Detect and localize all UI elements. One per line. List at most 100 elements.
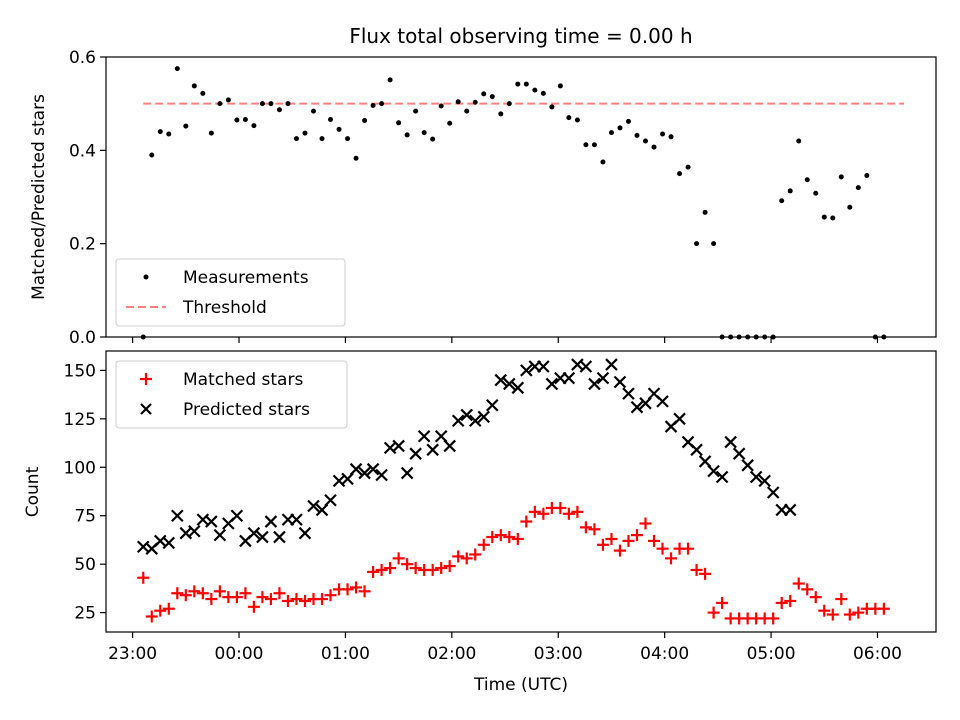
predicted-point xyxy=(537,360,550,373)
matched-point xyxy=(605,532,618,545)
measurement-point xyxy=(336,126,342,132)
predicted-point xyxy=(562,371,576,385)
predicted-point xyxy=(451,414,465,428)
measurement-point xyxy=(191,83,197,89)
legend-measurements-marker xyxy=(143,274,149,280)
predicted-point xyxy=(783,503,797,517)
bottom-x-tick-label: 03:00 xyxy=(534,644,583,664)
measurement-point xyxy=(353,155,359,161)
measurement-point xyxy=(149,152,155,158)
measurement-point xyxy=(208,130,214,136)
bottom-legend: Matched stars Predicted stars xyxy=(115,360,348,429)
matched-point xyxy=(281,594,294,607)
matched-point xyxy=(230,591,243,604)
measurement-point xyxy=(566,115,572,121)
predicted-point xyxy=(766,486,780,499)
measurement-point xyxy=(293,136,299,142)
matched-point xyxy=(818,604,831,617)
predicted-point xyxy=(511,381,525,395)
predicted-point xyxy=(724,435,737,449)
measurement-point xyxy=(311,108,316,114)
predicted-stars-series xyxy=(136,358,797,555)
predicted-point xyxy=(715,470,729,484)
measurement-point xyxy=(617,125,623,131)
measurement-point xyxy=(779,198,785,204)
measurement-point xyxy=(166,131,172,137)
matched-point xyxy=(494,529,507,542)
bottom-legend-box xyxy=(115,360,348,429)
measurement-point xyxy=(821,214,827,220)
matched-point xyxy=(316,593,329,606)
measurement-point xyxy=(225,97,231,103)
matched-point xyxy=(562,507,575,520)
matched-point xyxy=(154,604,167,617)
predicted-point xyxy=(162,536,176,550)
matched-point xyxy=(809,591,822,604)
top-axes-frame xyxy=(105,56,937,338)
bottom-axes-frame xyxy=(105,350,937,633)
matched-point xyxy=(639,517,652,530)
predicted-point xyxy=(298,526,312,540)
measurement-point xyxy=(362,117,368,123)
measurement-point xyxy=(438,103,444,109)
predicted-point xyxy=(741,459,754,472)
measurement-point xyxy=(472,99,478,105)
matched-point xyxy=(554,501,567,514)
bottom-y-tick-label: 125 xyxy=(64,410,96,430)
matched-point xyxy=(784,594,797,607)
bottom-x-tick-label: 01:00 xyxy=(321,644,370,664)
predicted-point xyxy=(256,530,269,544)
top-y-tick-label: 0.0 xyxy=(69,328,96,348)
measurement-point xyxy=(217,101,223,107)
legend-threshold-label: Threshold xyxy=(182,298,267,318)
legend-matched-marker xyxy=(140,373,152,385)
measurement-point xyxy=(591,142,597,148)
measurement-point xyxy=(702,209,708,215)
predicted-point xyxy=(290,513,303,526)
matched-point xyxy=(835,593,848,606)
predicted-point xyxy=(409,447,422,460)
measurement-point xyxy=(694,241,700,247)
predicted-point xyxy=(273,530,286,544)
matched-point xyxy=(486,531,499,544)
predicted-point xyxy=(468,414,482,428)
predicted-point xyxy=(307,499,320,513)
matched-point xyxy=(426,563,439,576)
measurement-point xyxy=(183,123,189,129)
top-legend-box xyxy=(115,258,346,327)
matched-point xyxy=(188,585,201,598)
measurement-point xyxy=(379,101,385,107)
bottom-y-tick-label: 75 xyxy=(74,507,96,527)
predicted-point xyxy=(503,377,516,391)
predicted-point xyxy=(213,528,227,542)
top-y-tick-label: 0.6 xyxy=(69,48,96,68)
measurement-point xyxy=(506,101,512,107)
matched-point xyxy=(767,612,780,625)
matched-point xyxy=(443,560,456,573)
measurement-point xyxy=(498,111,504,117)
predicted-point xyxy=(545,377,559,391)
predicted-point xyxy=(443,439,456,453)
matched-point xyxy=(401,558,414,571)
matched-point xyxy=(648,534,661,547)
top-legend: Measurements Threshold xyxy=(115,258,346,327)
legend-measurements-label: Measurements xyxy=(183,268,309,288)
bottom-y-label: Count xyxy=(23,466,43,517)
measurement-point xyxy=(532,87,538,93)
matched-point xyxy=(162,602,175,615)
measurement-point xyxy=(413,108,419,114)
measurement-point xyxy=(634,132,640,138)
predicted-point xyxy=(673,412,686,426)
measurement-point xyxy=(651,144,657,150)
matched-point xyxy=(452,550,465,563)
matched-point xyxy=(630,529,643,542)
measurement-point xyxy=(370,103,376,109)
top-y-tick-label: 0.4 xyxy=(69,141,96,161)
bottom-y-tick-label: 100 xyxy=(64,458,96,478)
matched-point xyxy=(171,587,184,600)
predicted-point xyxy=(205,515,218,528)
bottom-y-tick-label: 50 xyxy=(74,555,96,575)
predicted-point xyxy=(605,358,618,371)
measurement-point xyxy=(838,174,844,180)
matched-point xyxy=(716,596,729,609)
